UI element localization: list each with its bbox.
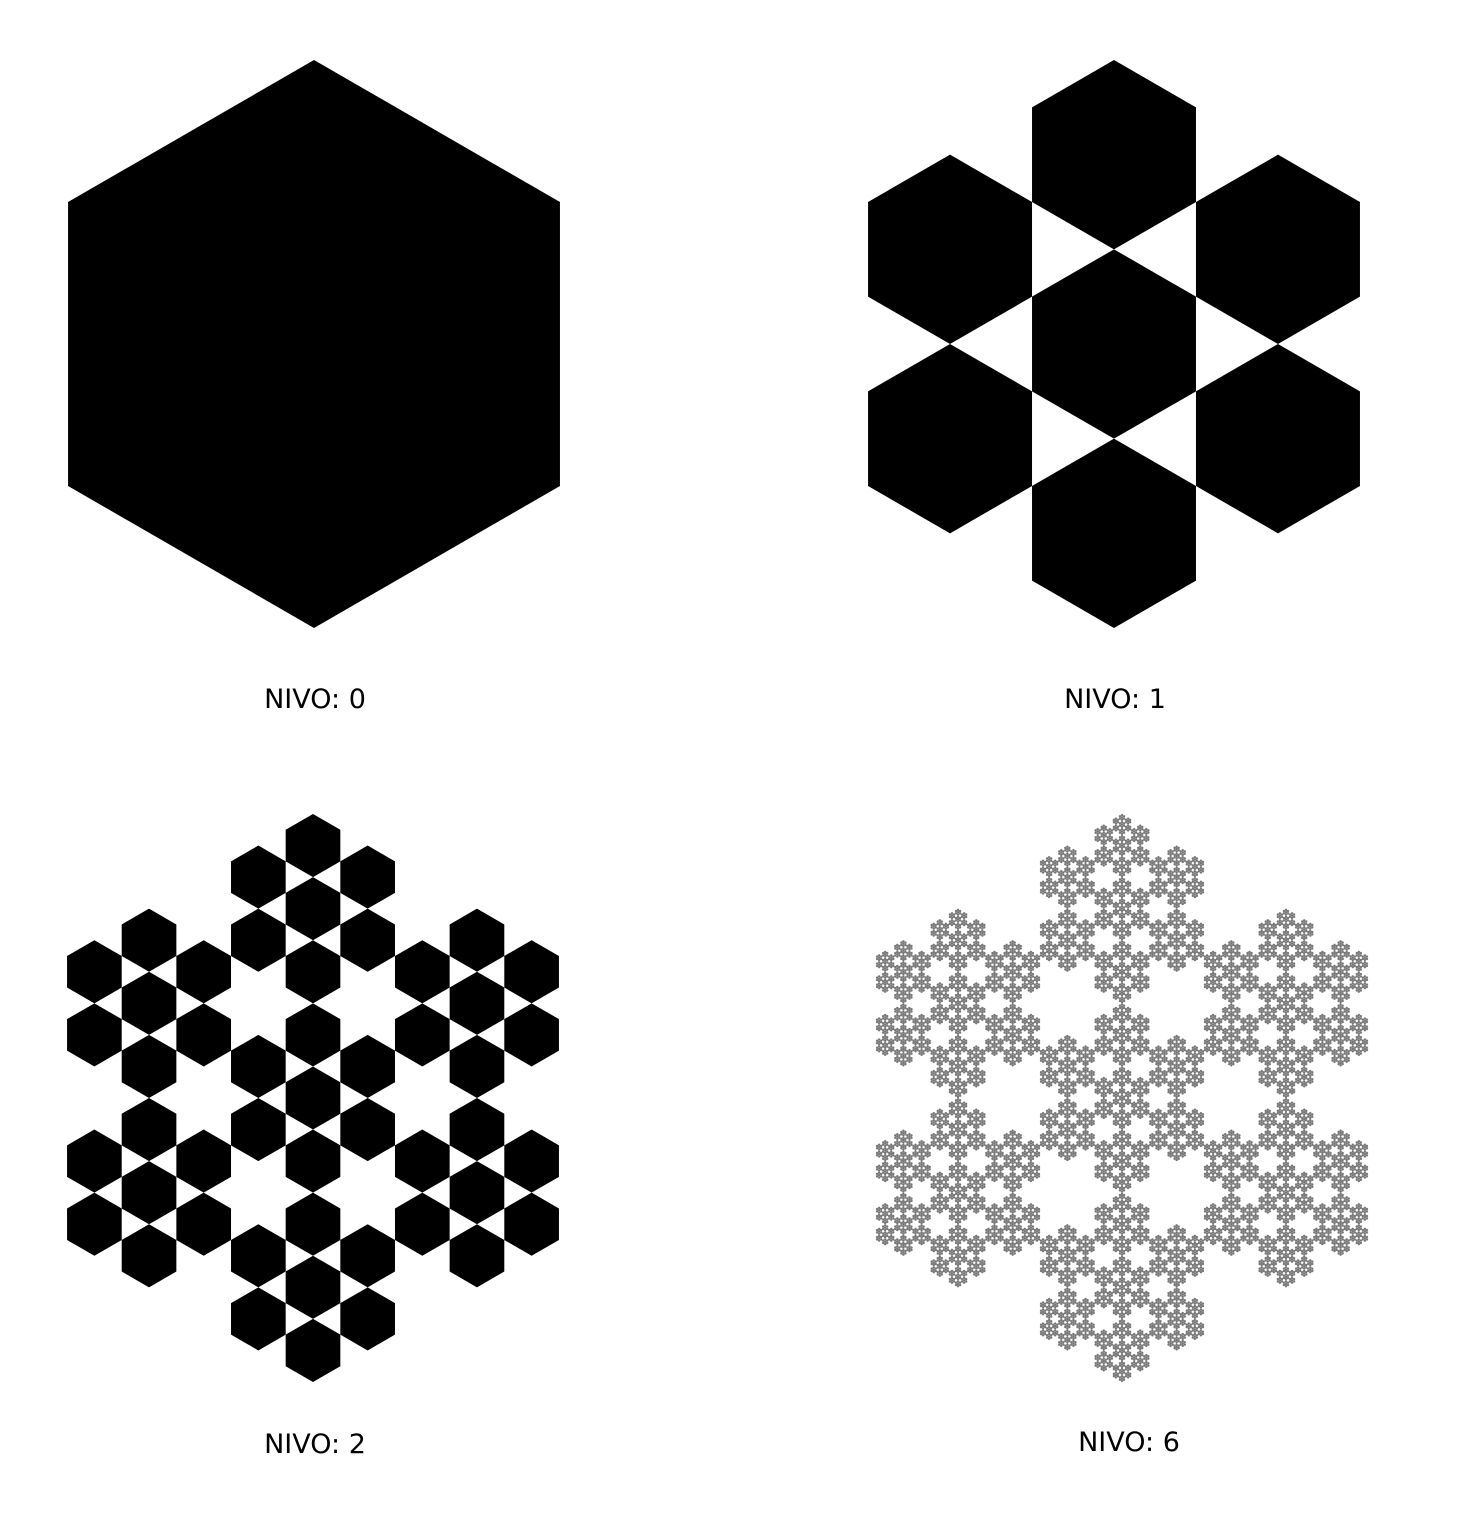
hexagon xyxy=(504,1003,559,1066)
hexagon xyxy=(504,940,559,1003)
hexagon xyxy=(231,846,286,909)
hexagon xyxy=(340,909,395,972)
hexagon xyxy=(122,909,177,972)
hexagon xyxy=(450,972,505,1035)
hexagon xyxy=(231,909,286,972)
level-label-0: NIVO: 0 xyxy=(264,686,366,713)
hexagon xyxy=(286,1003,341,1066)
hexagon xyxy=(231,1287,286,1350)
hexagon xyxy=(450,1161,505,1224)
hexagon xyxy=(286,1193,341,1256)
hexagon xyxy=(286,1319,341,1382)
hexagon xyxy=(122,1098,177,1161)
hexaflake-level-1 xyxy=(868,60,1360,628)
hexagon xyxy=(504,1193,559,1256)
hexaflake-level-0 xyxy=(68,60,560,628)
hexagon xyxy=(395,940,450,1003)
hexagon xyxy=(68,60,560,628)
hexagon xyxy=(340,846,395,909)
level-label-2: NIVO: 2 xyxy=(264,1431,366,1458)
hexagon xyxy=(176,940,231,1003)
hexagon xyxy=(504,1130,559,1193)
hexagon xyxy=(231,1098,286,1161)
hexagon xyxy=(1032,439,1196,628)
hexagon xyxy=(67,1003,122,1066)
hexagon xyxy=(286,1256,341,1319)
hexagon xyxy=(1196,344,1360,533)
hexagon xyxy=(67,940,122,1003)
hexagon xyxy=(286,1130,341,1193)
hexagon xyxy=(286,1066,341,1129)
hexagon xyxy=(122,1224,177,1287)
hexagon xyxy=(122,1161,177,1224)
hexagon xyxy=(1032,60,1196,249)
hexagon xyxy=(395,1003,450,1066)
hexagon xyxy=(286,814,341,877)
hexagon xyxy=(340,1035,395,1098)
hexagon xyxy=(450,1224,505,1287)
level-label-6: NIVO: 6 xyxy=(1078,1429,1180,1456)
hexagon xyxy=(1032,249,1196,438)
hexagon xyxy=(868,344,1032,533)
hexagon xyxy=(1196,155,1360,344)
hexagon xyxy=(286,877,341,940)
hexagon xyxy=(176,1003,231,1066)
hexagon xyxy=(176,1130,231,1193)
hexagon-cluster xyxy=(876,814,1368,1382)
hexagon xyxy=(450,1098,505,1161)
hexagon xyxy=(67,1130,122,1193)
hexagon xyxy=(176,1193,231,1256)
level-label-1: NIVO: 1 xyxy=(1064,686,1166,713)
hexagon xyxy=(231,1035,286,1098)
hexagon xyxy=(340,1287,395,1350)
hexagon xyxy=(67,1193,122,1256)
hexagon xyxy=(122,972,177,1035)
hexagon xyxy=(450,1035,505,1098)
hexagon xyxy=(450,909,505,972)
hexagon xyxy=(395,1130,450,1193)
hexagon xyxy=(231,1224,286,1287)
hexagon xyxy=(340,1224,395,1287)
hexagon xyxy=(286,940,341,1003)
hexagon xyxy=(868,155,1032,344)
hexaflake-level-6 xyxy=(876,814,1368,1382)
hexagon xyxy=(340,1098,395,1161)
hexagon xyxy=(122,1035,177,1098)
hexagon xyxy=(395,1193,450,1256)
hexaflake-level-2 xyxy=(67,814,559,1382)
